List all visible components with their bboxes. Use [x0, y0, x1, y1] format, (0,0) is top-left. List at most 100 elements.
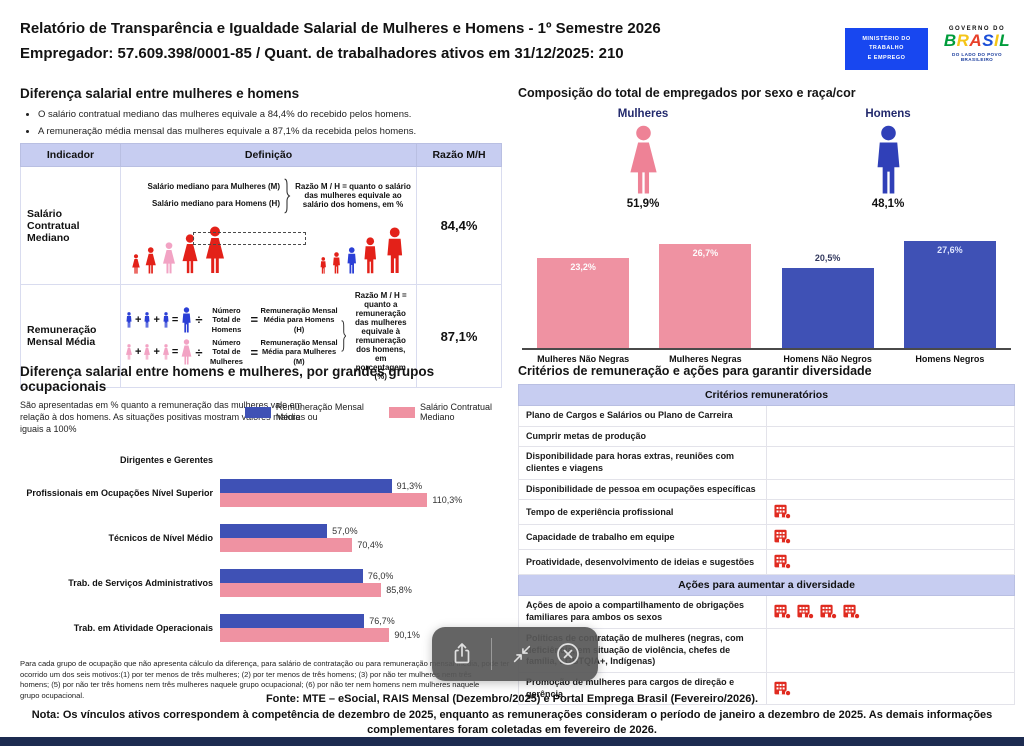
- male-median-figure-icon: [347, 246, 356, 273]
- legend-label: Salário Contratual Mediano: [419, 402, 492, 422]
- male-figure-large-icon: [182, 307, 191, 333]
- bar-media: [220, 479, 392, 494]
- criteria-row: Plano de Cargos e Salários ou Plano de C…: [518, 405, 1015, 427]
- median-people-diagram: [131, 218, 406, 274]
- median-men-label: Salário mediano para Homens (H): [151, 198, 280, 208]
- remuneration-criteria-header: Critérios remuneratórios: [518, 384, 1015, 406]
- gov-logo-tagline: DO LADO DO POVO BRASILEIRO: [952, 51, 1002, 62]
- criteria-row: Proatividade, desenvolvimento de ideias …: [518, 549, 1015, 576]
- group-label: Dirigentes e Gerentes: [119, 455, 213, 466]
- criteria-table: Critérios remuneratórios Plano de Cargos…: [518, 384, 1015, 706]
- indicator-table-header-row: Indicador Definição Razão M/H: [20, 143, 502, 167]
- criteria-label: Ações de apoio a compartilhamento de obr…: [518, 595, 767, 629]
- criteria-label: Cumprir metas de produção: [518, 425, 767, 448]
- bar-mediano: [220, 583, 382, 598]
- female-figure-icon: [144, 344, 151, 360]
- bar-value-label: 76,0%: [367, 571, 394, 582]
- close-button[interactable]: [551, 637, 585, 671]
- legend-label: Remuneração Mensal Média: [275, 402, 364, 422]
- equals-sign: =: [171, 346, 179, 359]
- equals-sign: =: [250, 312, 259, 328]
- company-building-icon: [774, 505, 792, 520]
- women-average-result-label: Remuneração Mensal Média para Mulheres (…: [260, 338, 338, 366]
- brace-icon: [284, 178, 291, 213]
- women-total-block: Mulheres 51,9%: [578, 108, 708, 210]
- male-figure-icon: [126, 312, 132, 328]
- criteria-label: Capacidade de trabalho em equipe: [518, 524, 767, 551]
- bar-media: [220, 614, 365, 629]
- ministry-logo-line: E EMPREGO: [867, 54, 906, 61]
- salary-gap-bullets: O salário contratual mediano das mulhere…: [38, 109, 501, 137]
- gov-brasil-logo: GOVERNO DO BRASIL DO LADO DO POVO BRASIL…: [937, 26, 1017, 62]
- section-salary-gap: Diferença salarial entre mulheres e home…: [20, 86, 502, 388]
- bar-mediano: [220, 493, 428, 508]
- bar-value-label: 85,8%: [386, 585, 412, 596]
- equals-sign: =: [171, 313, 179, 326]
- diversity-actions-header: Ações para aumentar a diversidade: [518, 574, 1015, 597]
- women-percentage: 51,9%: [626, 198, 660, 210]
- bullet-contractual-median: O salário contratual mediano das mulhere…: [38, 109, 501, 120]
- bar-media: [220, 524, 328, 539]
- bar-value-label: 23,2%: [570, 261, 596, 272]
- ratio-definition-note: Razão M / H = quanto o salário das mulhe…: [295, 182, 411, 209]
- male-icon: [877, 125, 899, 194]
- ratio-value-average: 87,1%: [416, 284, 502, 388]
- male-figure-icon: [163, 312, 169, 328]
- collapse-icon: [513, 645, 530, 663]
- women-label: Mulheres: [617, 108, 669, 120]
- female-median-figure-icon: [162, 241, 175, 273]
- ministry-logo-line: TRABALHO: [869, 45, 904, 52]
- category-label: Mulheres Não Negras: [537, 354, 630, 364]
- definition-diagram-average: + + = ÷ Número Total de Homens = Remuner…: [120, 284, 417, 388]
- company-building-icon: [774, 530, 792, 545]
- indicator-table: Indicador Definição Razão M/H Salário Co…: [20, 143, 502, 388]
- bar-mulheres-nao-negras: 23,2%: [537, 257, 630, 348]
- ratio-definition-note: Razão M / H = quanto a remuneração das m…: [354, 291, 407, 381]
- group-label: Técnicos de Nível Médio: [108, 532, 213, 543]
- footer-note: Nota: Os vínculos ativos correspondem à …: [31, 709, 993, 736]
- bar-value-label: 70,4%: [357, 540, 383, 551]
- male-figure-icon: [364, 236, 377, 273]
- company-building-icon: [820, 604, 838, 620]
- criteria-row: Políticas de contratação de mulheres (ne…: [518, 627, 1015, 673]
- group-label: Trab. em Atividade Operacionais: [73, 622, 213, 633]
- footnote-line: homens; (5) por não ter três homens nem …: [20, 680, 480, 690]
- col-header-indicador: Indicador: [20, 143, 121, 167]
- female-icon: [629, 125, 657, 194]
- criteria-label: Disponibilidade de pessoa em ocupações e…: [518, 478, 767, 501]
- bar-value-label: 90,1%: [394, 630, 420, 641]
- row-salario-contratual: Salário Contratual Mediano Salário media…: [20, 166, 502, 285]
- category-label: Homens Negros: [915, 354, 985, 364]
- row-remuneracao-media: Remuneração Mensal Média + + =: [20, 284, 502, 388]
- male-figure-icon: [332, 251, 340, 274]
- collapse-button[interactable]: [505, 637, 539, 671]
- report-footer: Fonte: MTE – eSocial, RAIS Mensal (Dezem…: [0, 693, 1024, 738]
- toolbar-divider: [491, 638, 493, 670]
- bar-mediano: [220, 628, 390, 643]
- report-header: Relatório de Transparência e Igualdade S…: [20, 20, 830, 62]
- men-figures-group: [319, 226, 406, 274]
- composition-title: Composição do total de empregados por se…: [518, 86, 856, 100]
- criteria-label: Tempo de experiência profissional: [518, 499, 767, 526]
- section-criteria: Critérios de remuneração e ações para ga…: [518, 364, 1015, 706]
- chart-legend: Remuneração Mensal Média Salário Contrat…: [245, 402, 514, 422]
- group-tecnicos: Técnicos de Nível Médio 57,0% 70,4%: [20, 524, 514, 553]
- ratio-value-median: 84,4%: [416, 166, 502, 285]
- median-dashed-connector: [193, 231, 306, 245]
- men-average-result-label: Remuneração Mensal Média para Homens (H): [260, 305, 338, 334]
- bar-value-label: 57,0%: [332, 526, 358, 537]
- women-total-label: Número Total de Mulheres: [209, 338, 243, 366]
- plus-sign: +: [153, 346, 160, 359]
- bar-value-label: 91,3%: [396, 481, 423, 492]
- criteria-row: Cumprir metas de produção: [518, 425, 1015, 448]
- divide-sign: ÷: [195, 344, 203, 360]
- share-button[interactable]: [445, 637, 479, 671]
- women-average-formula: + + = ÷ Número Total de Mulheres = Remun…: [125, 338, 338, 366]
- gov-logo-top-label: GOVERNO DO: [948, 26, 1006, 32]
- occupational-title: Diferença salarial entre homens e mulher…: [20, 364, 435, 394]
- criteria-label: Disponibilidade para horas extras, reuni…: [518, 446, 767, 480]
- company-building-icon: [774, 555, 792, 570]
- indicator-label: Salário Contratual Mediano: [20, 166, 121, 285]
- group-atividade-operacionais: Trab. em Atividade Operacionais 76,7% 90…: [20, 614, 514, 643]
